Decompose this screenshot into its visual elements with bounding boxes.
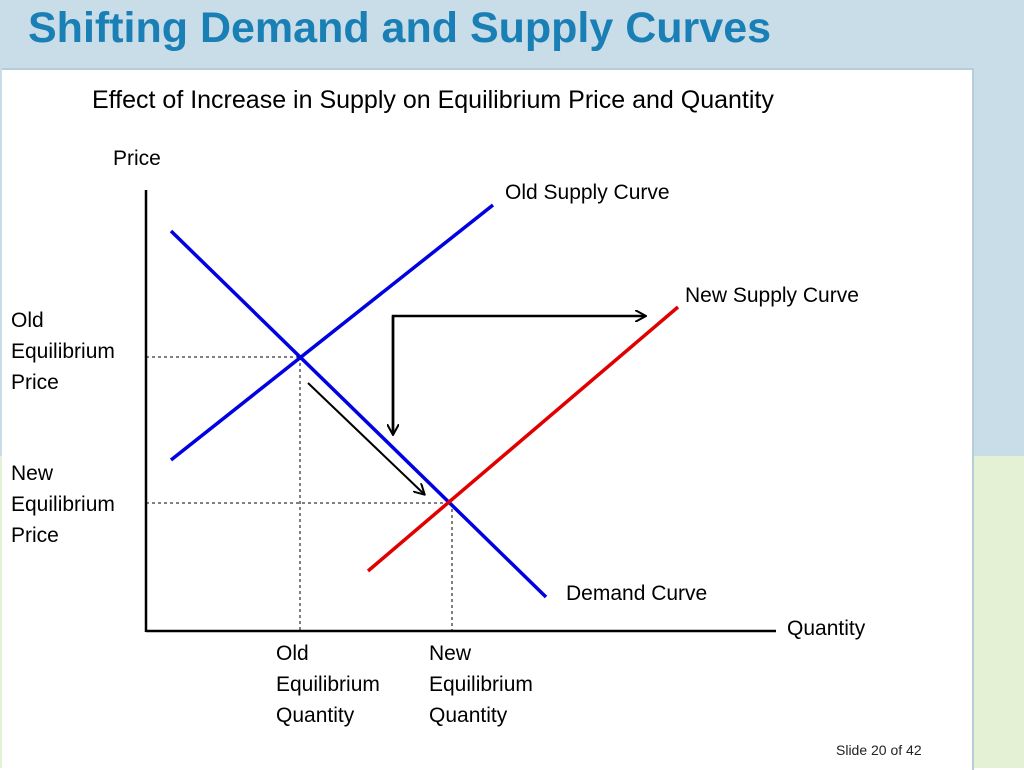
slide-number: Slide 20 of 42 bbox=[836, 742, 922, 758]
content-panel bbox=[2, 68, 974, 770]
old-supply-curve bbox=[169, 203, 495, 462]
new-equilibrium-quantity-label: New Equilibrium Quantity bbox=[429, 642, 533, 727]
old-supply-curve-label: Old Supply Curve bbox=[505, 181, 670, 204]
diagram-subtitle: Effect of Increase in Supply on Equilibr… bbox=[92, 86, 774, 114]
demand-curve-label: Demand Curve bbox=[566, 582, 708, 605]
x-axis-label: Quantity bbox=[787, 617, 866, 640]
demand-curve bbox=[169, 229, 548, 599]
new-equilibrium-price-label: New Equilibrium Price bbox=[11, 462, 115, 547]
old-equilibrium-quantity-label: Old Equilibrium Quantity bbox=[276, 642, 380, 727]
equilibrium-move-arrow bbox=[307, 382, 424, 494]
old-equilibrium-price-label: Old Equilibrium Price bbox=[11, 309, 115, 394]
slide-title: Shifting Demand and Supply Curves bbox=[28, 4, 772, 52]
supply-shift-right-arrow bbox=[391, 316, 645, 432]
new-supply-curve-label: New Supply Curve bbox=[685, 284, 859, 307]
y-axis-label: Price bbox=[113, 147, 161, 170]
new-supply-curve bbox=[366, 305, 680, 573]
